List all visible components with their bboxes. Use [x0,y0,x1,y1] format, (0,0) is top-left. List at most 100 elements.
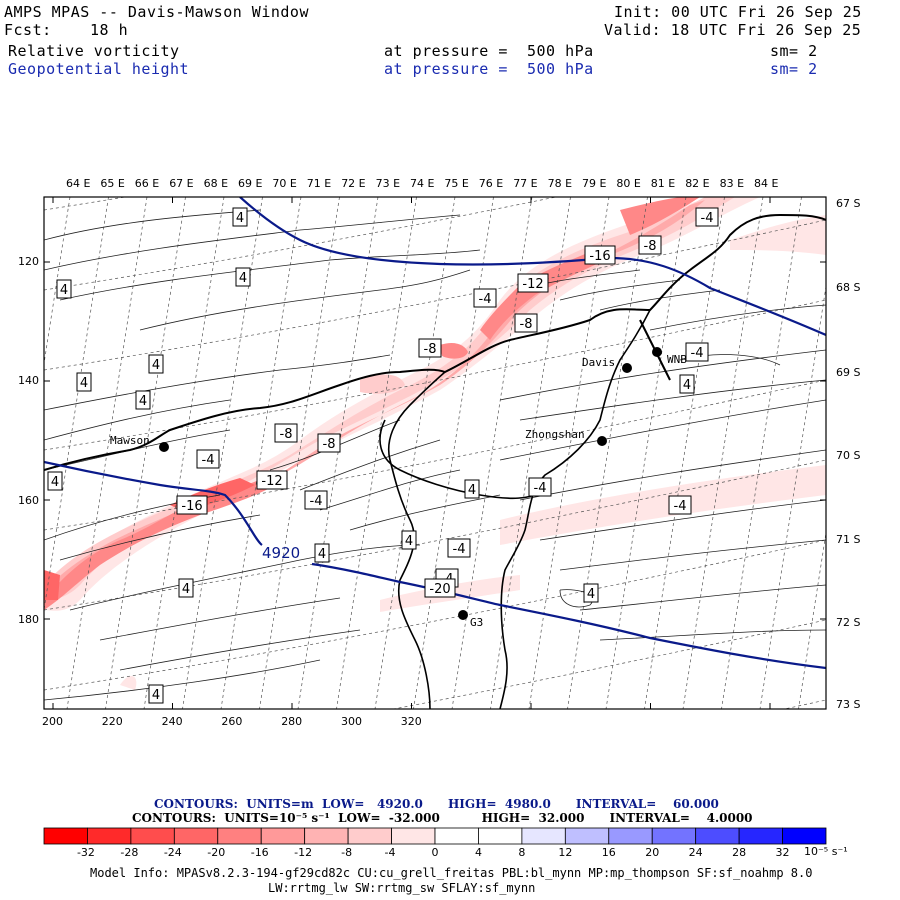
vorticity-contours-info: CONTOURS: UNITS=10⁻⁵ s⁻¹ LOW= -32.000 HI… [132,811,753,825]
vorticity-label: -4 [473,288,497,308]
station-dot-zhongshan [597,436,607,446]
longitude-label: 76 E [478,177,504,190]
fcst-value: 18 h [90,21,129,39]
colorbar-swatch [260,827,306,845]
vorticity-label: -8 [514,313,538,333]
meridian-line [644,197,725,709]
colorbar-swatch [695,827,740,845]
x-tick-label: 260 [221,715,243,728]
colorbar-swatch [564,827,610,845]
y-tick-label: 180 [18,613,39,626]
longitude-label: 82 E [685,177,710,190]
station-dot-davis [622,363,632,373]
colorbar-tick-label: -16 [250,846,269,859]
x-tick-label: 200 [42,715,63,728]
vorticity-label: -4 [695,207,719,227]
vorticity-label: 4 [56,279,72,299]
svg-text:-4: -4 [479,292,492,307]
station-labels: Mawson Davis Zhongshan G3 WNB [110,353,687,629]
field2-smooth: sm= 2 [770,60,818,78]
ice-shelf-boundary [379,309,651,709]
vorticity-label: -4 [668,495,692,515]
x-tick-label: 300 [341,715,362,728]
longitude-label: 65 E [100,177,125,190]
svg-text:4: 4 [587,587,595,602]
svg-text:-8: -8 [644,239,657,254]
colorbar-tick-label: 4 [474,846,482,859]
vorticity-label: 4 [401,530,417,550]
colorbar-tick-label: 28 [732,846,747,859]
latitude-label: 67 S [836,197,861,210]
axis-ticks [44,197,826,709]
plot-frame [43,196,827,710]
y-tick-label: 140 [18,374,39,387]
vorticity-label: -20 [424,578,456,598]
longitude-label: 79 E [582,177,607,190]
vorticity-label: 4 [679,374,695,394]
longitude-label: 69 E [238,177,263,190]
svg-text:-4: -4 [202,453,215,468]
colorbar-swatch [217,827,262,845]
colorbar-unit: 10⁻⁵ s⁻¹ [804,845,848,858]
colorbar-swatch [738,827,783,845]
field1-smooth: sm= 2 [770,42,818,60]
longitude-label: 83 E [719,177,745,190]
vorticity-label: -12 [256,470,288,490]
colorbar-swatch [391,827,436,845]
svg-text:4: 4 [683,378,691,393]
x-tick-label: 280 [281,715,303,728]
meridian-line [721,197,802,709]
vorticity-label: -8 [638,235,662,255]
vorticity-label: 4 [47,471,63,491]
colorbar-swatch [434,827,479,845]
latitude-label: 70 S [836,449,861,462]
vorticity-label: 4 [76,372,92,392]
vorticity-label: -16 [176,495,208,515]
vorticity-contour-labels: 44444444444444-4-4-4-4-4-4-4-4-4-8-8-8-8… [47,207,719,704]
meridian-line [605,197,687,709]
station-dot-g3 [458,610,468,620]
vorticity-label: 4 [135,390,151,410]
longitude-label: 81 E [650,177,676,190]
longitude-label: 75 E [444,177,469,190]
svg-text:4: 4 [80,376,88,391]
init-time: Init: 00 UTC Fri 26 Sep 25 [614,3,862,21]
colorbar-swatch [43,827,88,845]
meridian-line [66,197,148,709]
vorticity-label: -4 [528,477,552,497]
svg-text:4: 4 [182,582,190,597]
station-label-davis: Davis [582,356,615,369]
colorbar-tick-label: -20 [207,846,226,859]
vorticity-label: -8 [418,338,442,358]
svg-text:4: 4 [152,688,160,703]
station-dot-mawson [159,442,169,452]
colorbar-swatch [87,827,132,845]
vorticity-label: -12 [517,273,549,293]
colorbar-tick-label: -12 [294,846,313,859]
colorbar-tick-label: -8 [341,846,353,859]
field2-name: Geopotential height [8,60,190,78]
field1-name: Relative vorticity [8,42,180,60]
height-contour-label: 4920 [262,544,300,562]
meridian-line [259,197,340,709]
colorbar-swatch [521,827,566,845]
svg-text:-8: -8 [520,317,533,332]
y-tick-label: 160 [18,494,39,507]
longitude-label: 70 E [272,177,297,190]
colorbar-tick-label: 16 [601,846,616,859]
longitude-label: 84 E [754,177,779,190]
vorticity-label: 4 [235,267,251,287]
svg-text:-12: -12 [522,277,543,292]
station-label-mawson: Mawson [110,434,150,447]
colorbar-tick-label: 0 [431,846,439,859]
longitude-label: 80 E [616,177,641,190]
svg-text:-4: -4 [674,499,687,514]
vorticity-label: 4 [314,543,330,563]
latitude-label: 71 S [836,533,861,546]
station-label-wnb: WNB [667,353,687,366]
longitude-label: 67 E [169,177,194,190]
svg-text:-4: -4 [534,481,547,496]
vorticity-label: 4 [464,479,480,499]
svg-text:-16: -16 [589,249,610,264]
